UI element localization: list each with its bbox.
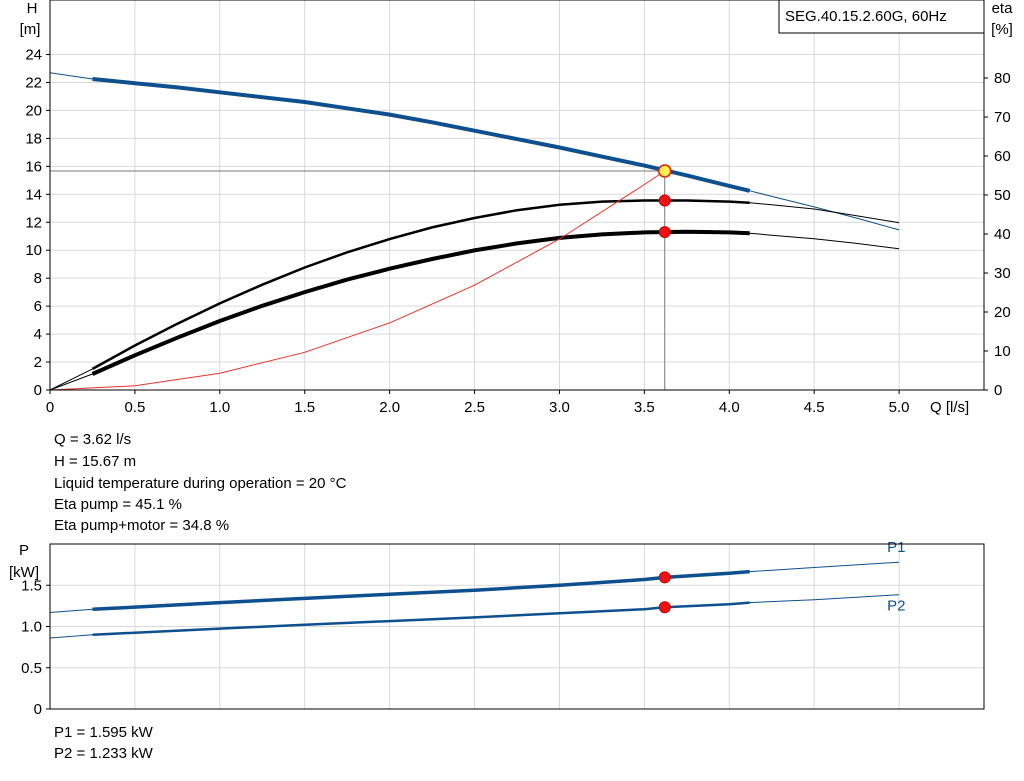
y-tick-label: 6 [34,298,42,315]
info-head: H = 15.67 m [54,453,137,470]
pump-curve-chart: 0 0.5 1.0 1.5 2.0 2.5 3.0 3.5 4.0 4.5 5.0024681012… [20,0,1014,416]
series-group: P1 P2 [49,539,905,639]
info-p1: P1 = 1.595 kW [54,724,153,741]
y-axis-label-h: H [27,0,38,17]
axis-ticks: 0 0.5 1.0 1.5 [21,577,50,715]
series-line-3 [49,170,665,391]
series-label-p1: P1 [887,539,905,556]
x-tick-label: 4.5 [804,399,825,416]
y-tick-label: 20 [25,102,42,119]
y-tick-label: 0 [34,382,42,399]
y-right-tick-label: 10 [994,343,1011,360]
duty-point-marker [657,164,672,178]
efficiency-marker-0 [658,226,671,239]
x-tick-label: 5.0 [889,399,910,416]
grid-lines [49,544,984,710]
power-marker-0 [658,571,671,584]
operating-point-markers [658,571,671,614]
series-group [49,72,900,391]
title-box [778,0,985,34]
y-tick-label: 14 [25,186,42,203]
info-eta-total: Eta pump+motor = 34.8 % [54,517,230,534]
efficiency-marker-1 [658,194,671,207]
y-tick-label: 0.5 [21,660,42,677]
y-tick-label: 10 [25,242,42,259]
y-right-tick-label: 0 [994,382,1002,399]
y-right-tick-label: 60 [994,148,1011,165]
y-right-tick-label: 80 [994,70,1011,87]
y-tick-label: 4 [34,326,42,343]
x-tick-label: 0.5 [124,399,145,416]
y-axis-label-p-unit: [kW] [9,564,39,581]
y-tick-label: 12 [25,214,42,231]
y-right-tick-label: 30 [994,265,1011,282]
y-tick-label: 18 [25,130,42,147]
y-axis-label-eta: eta [992,0,1014,17]
x-tick-label: 3.5 [634,399,655,416]
power-curve-chart: P1 P2 0 0.5 1.0 1.5 P [kW] [9,539,985,715]
y-tick-label: 8 [34,270,42,287]
y-right-tick-label: 50 [994,187,1011,204]
series-label-p2: P2 [887,598,905,615]
y-axis-label-p: P [19,542,29,559]
plot-frame [49,543,985,710]
chart-title: SEG.40.15.2.60G, 60Hz [785,8,947,25]
operating-point-markers [50,164,672,390]
y-tick-label: 2 [34,354,42,371]
x-tick-label: 1.0 [209,399,230,416]
x-tick-label: 2.0 [379,399,400,416]
y-tick-label: 1.5 [21,577,42,594]
y-axis-label-eta-unit: [%] [991,21,1013,38]
y-tick-label: 16 [25,158,42,175]
x-tick-label: 4.0 [719,399,740,416]
y-axis-label-h-unit: [m] [20,21,41,38]
plot-frame [49,0,985,391]
series-line-0-operating-range [92,77,751,193]
info-eta-pump: Eta pump = 45.1 % [54,496,182,513]
x-tick-label: 0 [46,399,54,416]
y-right-tick-label: 20 [994,304,1011,321]
y-right-tick-label: 40 [994,226,1011,243]
x-tick-label: 2.5 [464,399,485,416]
info-p2: P2 = 1.233 kW [54,745,153,762]
power-marker-1 [658,601,671,614]
info-flow: Q = 3.62 l/s [54,431,132,448]
y-tick-label: 24 [25,47,42,64]
series-line-1-operating-range [91,229,750,376]
y-right-tick-label: 70 [994,109,1011,126]
info-temperature: Liquid temperature during operation = 20… [54,475,347,492]
x-tick-label: 1.5 [294,399,315,416]
x-axis-label: Q [l/s] [930,399,969,416]
x-tick-label: 3.0 [549,399,570,416]
power-line-1-operating-range [92,601,750,637]
y-tick-label: 0 [34,701,42,715]
y-tick-label: 1.0 [21,619,42,636]
y-tick-label: 22 [25,74,42,91]
power-line-0-operating-range [92,569,750,611]
series-line-2-operating-range [91,199,750,370]
axis-ticks: 0 0.5 1.0 1.5 2.0 2.5 3.0 3.5 4.0 4.5 5.0024681012… [25,47,1010,416]
